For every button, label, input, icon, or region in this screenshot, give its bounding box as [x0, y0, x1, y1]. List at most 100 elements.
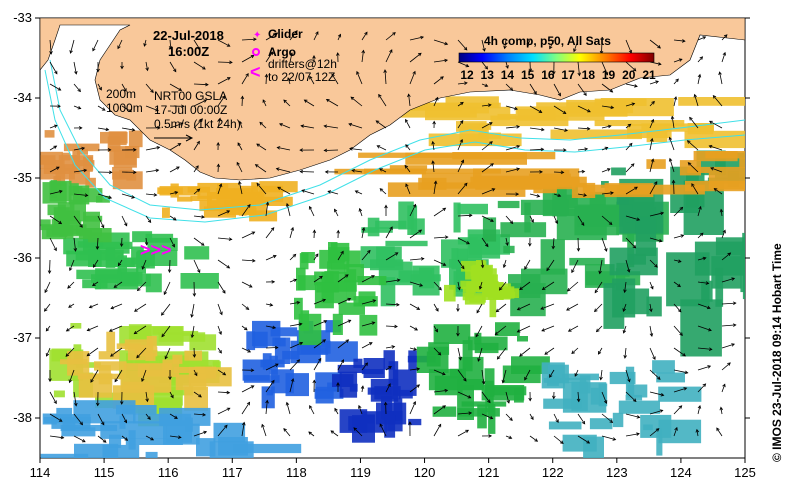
- current-vector: [49, 391, 57, 404]
- sst-pixel-block: [106, 331, 116, 352]
- current-vector-head: [216, 163, 221, 168]
- current-vector: [161, 303, 171, 316]
- sst-pixel-block: [79, 228, 102, 237]
- current-vector: [673, 405, 682, 415]
- current-vector-head: [155, 168, 160, 173]
- current-vector: [261, 424, 267, 437]
- current-vector: [625, 123, 631, 129]
- current-vector-head: [192, 354, 197, 358]
- sst-pixel-block: [625, 394, 643, 401]
- current-vector: [625, 83, 638, 87]
- current-vector-head: [176, 166, 180, 170]
- sst-pixel-block: [175, 374, 207, 391]
- current-vector: [481, 83, 488, 87]
- current-vector-head: [73, 248, 78, 252]
- current-vector-head: [265, 201, 270, 206]
- current-vector-head: [484, 83, 489, 87]
- current-vector-head: [298, 322, 303, 327]
- current-vector-head: [312, 229, 317, 234]
- current-vector-head: [78, 126, 83, 130]
- current-vector: [289, 301, 300, 305]
- current-vector-head: [652, 356, 656, 361]
- sst-pixel-block: [337, 364, 365, 373]
- current-vector-head: [634, 186, 638, 190]
- current-vector: [193, 61, 206, 70]
- current-vector-head: [277, 186, 281, 191]
- current-vector: [673, 325, 683, 336]
- sst-pixel-block: [363, 358, 385, 378]
- sst-pixel-block: [196, 438, 216, 457]
- current-vector-head: [496, 356, 501, 360]
- sst-pixel-block: [603, 283, 625, 329]
- sst-pixel-block: [715, 267, 724, 307]
- current-vector-head: [95, 402, 100, 407]
- current-vector-head: [145, 67, 149, 72]
- current-vector: [529, 148, 544, 151]
- current-vector: [712, 95, 723, 107]
- current-vector: [481, 413, 493, 419]
- current-vector-head: [218, 349, 222, 354]
- current-vector-head: [655, 428, 660, 432]
- sst-pixel-block: [389, 165, 428, 171]
- current-vector: [279, 123, 291, 129]
- sst-pixel-block: [270, 327, 298, 337]
- sst-pixel-block: [490, 115, 569, 127]
- current-vector: [649, 81, 659, 85]
- current-vector: [309, 405, 315, 415]
- current-vector: [649, 428, 660, 437]
- sst-pixel-block: [547, 364, 569, 384]
- current-vector-head: [196, 140, 200, 145]
- sst-pixel-block: [577, 204, 633, 227]
- current-vector: [46, 347, 51, 357]
- current-vector: [623, 325, 627, 334]
- current-vector-head: [623, 289, 627, 294]
- current-vector-head: [695, 428, 700, 433]
- sst-pixel-block: [358, 152, 482, 158]
- current-vector-head: [460, 101, 464, 106]
- current-vector: [625, 186, 638, 195]
- current-vector-head: [192, 293, 197, 297]
- current-vector: [721, 230, 726, 239]
- current-vector: [649, 61, 661, 65]
- current-vector: [73, 83, 81, 92]
- current-vector-head: [394, 252, 399, 256]
- current-vector-head: [56, 166, 60, 170]
- current-vector: [45, 325, 51, 332]
- current-vector: [277, 147, 291, 151]
- gsla-label-2: 17-Jul 00:00Z: [154, 103, 227, 117]
- current-vector-head: [65, 328, 70, 332]
- current-vector: [49, 435, 64, 439]
- current-vector: [361, 322, 375, 327]
- current-vector: [361, 342, 373, 349]
- sst-pixel-block: [398, 270, 432, 283]
- current-vector: [481, 141, 493, 151]
- current-vector-head: [481, 380, 486, 385]
- sst-pixel-block: [540, 239, 565, 275]
- current-vector: [601, 168, 611, 173]
- current-vector: [145, 215, 152, 223]
- current-vector-head: [508, 435, 513, 439]
- current-vector-head: [655, 80, 659, 84]
- current-vector-head: [708, 120, 713, 125]
- current-vector: [553, 127, 568, 131]
- current-vector-head: [218, 331, 222, 335]
- current-vector-head: [253, 37, 257, 42]
- current-vector-head: [444, 41, 449, 46]
- current-vector-head: [245, 306, 250, 310]
- current-vector: [241, 402, 250, 415]
- current-vector-head: [628, 142, 633, 147]
- current-vector: [457, 281, 460, 290]
- current-vector: [265, 74, 267, 85]
- colorbar-tick-label: 20: [622, 68, 636, 82]
- current-vector: [497, 347, 507, 360]
- current-vector: [361, 300, 376, 305]
- current-vector-head: [533, 90, 537, 95]
- current-vector-head: [348, 122, 353, 127]
- current-vector: [409, 36, 424, 41]
- current-vector-head: [351, 169, 356, 173]
- current-vector: [721, 362, 731, 371]
- current-vector: [348, 123, 363, 129]
- current-vector: [137, 281, 147, 291]
- current-vector: [114, 369, 123, 382]
- sst-pixel-block: [477, 404, 487, 429]
